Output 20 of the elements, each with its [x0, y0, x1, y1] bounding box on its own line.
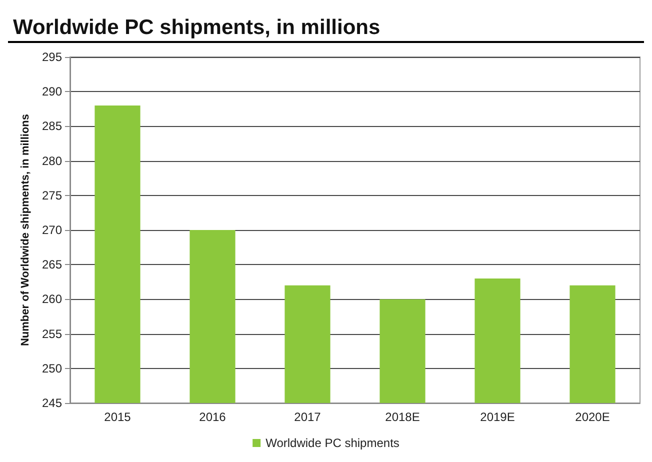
y-tick-label: 290: [42, 84, 62, 99]
y-axis-title: Number of Worldwide shipments, in millions: [20, 114, 32, 346]
y-tick-label: 285: [42, 119, 62, 134]
chart-title: Worldwide PC shipments, in millions: [13, 16, 380, 39]
y-tick-label: 295: [42, 50, 62, 64]
x-tick-label: 2015: [104, 410, 132, 424]
x-tick-label: 2018E: [385, 410, 420, 424]
y-tick-label: 245: [42, 396, 62, 410]
y-tick-label: 265: [42, 258, 62, 272]
x-tick-label: 2020E: [575, 410, 610, 424]
y-tick-label: 275: [42, 188, 62, 202]
legend-label: Worldwide PC shipments: [266, 436, 400, 450]
y-tick-label: 250: [42, 361, 62, 376]
y-tick-label: 255: [42, 326, 62, 341]
x-tick-label: 2019E: [480, 410, 515, 424]
y-tick-label: 280: [42, 154, 62, 168]
y-tick-label: 260: [42, 292, 62, 306]
y-tick-label: 270: [42, 223, 62, 237]
x-tick-label: 2016: [199, 410, 226, 424]
x-tick-label: 2017: [294, 410, 322, 424]
